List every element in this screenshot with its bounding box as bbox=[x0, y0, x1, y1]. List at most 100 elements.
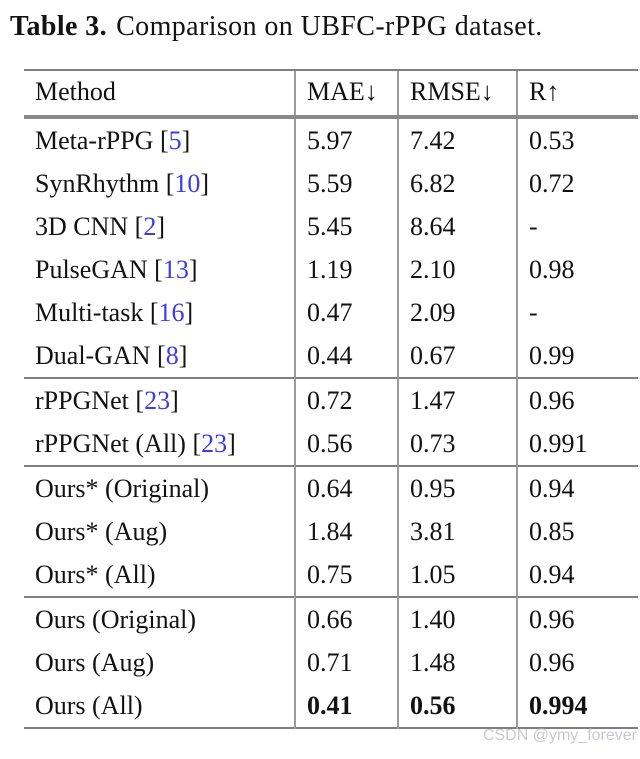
method-name: Ours (All) bbox=[35, 690, 143, 720]
table-row: Ours* (Aug) 1.84 3.81 0.85 bbox=[24, 510, 638, 553]
method-name: PulseGAN bbox=[35, 254, 148, 284]
method-cell: Ours (All) bbox=[24, 684, 295, 728]
mae-cell: 5.45 bbox=[294, 205, 398, 248]
table-row: Ours (Original) 0.66 1.40 0.96 bbox=[24, 596, 638, 641]
caption-text: Comparison on UBFC-rPPG dataset. bbox=[116, 11, 543, 42]
r-cell: - bbox=[516, 291, 638, 334]
column-header-r: R↑ bbox=[516, 69, 638, 119]
page: Table 3. Comparison on UBFC-rPPG dataset.… bbox=[0, 11, 640, 759]
table-row: PulseGAN [13] 1.19 2.10 0.98 bbox=[24, 248, 638, 291]
table-row: Meta-rPPG [5] 5.97 7.42 0.53 bbox=[24, 117, 638, 162]
mae-cell: 5.97 bbox=[294, 117, 398, 162]
rmse-cell: 0.73 bbox=[397, 422, 517, 466]
table-row: Dual-GAN [8] 0.44 0.67 0.99 bbox=[24, 334, 638, 378]
r-cell: 0.98 bbox=[516, 248, 638, 291]
citation-link[interactable]: 5 bbox=[168, 125, 182, 155]
method-cell: Dual-GAN [8] bbox=[35, 340, 188, 370]
citation-link[interactable]: 8 bbox=[165, 340, 179, 370]
column-header-mae: MAE↓ bbox=[294, 69, 398, 119]
table-caption: Table 3. Comparison on UBFC-rPPG dataset. bbox=[10, 11, 640, 43]
method-cell: Ours (Aug) bbox=[24, 641, 295, 684]
table-body: Meta-rPPG [5] 5.97 7.42 0.53 SynRhythm [10] 5… bbox=[24, 117, 638, 728]
rmse-cell: 1.48 bbox=[397, 641, 517, 684]
mae-cell: 5.59 bbox=[294, 162, 398, 205]
method-cell: Ours* (Aug) bbox=[24, 510, 295, 553]
method-cell: PulseGAN [13] bbox=[35, 254, 198, 284]
method-cell: SynRhythm [10] bbox=[35, 168, 210, 198]
citation-link[interactable]: 13 bbox=[162, 254, 189, 284]
rmse-cell: 0.56 bbox=[397, 684, 517, 728]
method-name: Ours* (Aug) bbox=[35, 516, 168, 546]
mae-cell: 1.19 bbox=[294, 248, 398, 291]
mae-cell: 0.72 bbox=[294, 377, 398, 422]
method-name: Ours* (Original) bbox=[35, 473, 210, 503]
method-name: Multi-task bbox=[35, 297, 144, 327]
mae-cell: 0.64 bbox=[294, 465, 398, 510]
mae-cell: 0.75 bbox=[294, 553, 398, 597]
method-cell: 3D CNN [2] bbox=[35, 211, 166, 241]
caption-label: Table 3. bbox=[10, 11, 108, 42]
rmse-cell: 0.67 bbox=[397, 334, 517, 378]
r-cell: 0.991 bbox=[516, 422, 638, 466]
method-cell: Ours* (Original) bbox=[24, 465, 295, 510]
rmse-cell: 2.10 bbox=[397, 248, 517, 291]
citation-link[interactable]: 23 bbox=[144, 385, 171, 415]
rmse-cell: 6.82 bbox=[397, 162, 517, 205]
rmse-cell: 1.40 bbox=[397, 596, 517, 641]
table-row: Ours (All) 0.41 0.56 0.994 bbox=[24, 684, 638, 728]
mae-cell: 0.44 bbox=[294, 334, 398, 378]
rmse-cell: 8.64 bbox=[397, 205, 517, 248]
method-name: Ours (Original) bbox=[35, 604, 197, 634]
column-header-rmse: RMSE↓ bbox=[397, 69, 517, 119]
citation-link[interactable]: 10 bbox=[174, 168, 201, 198]
table-row: SynRhythm [10] 5.59 6.82 0.72 bbox=[24, 162, 638, 205]
method-cell: rPPGNet (All) [23] bbox=[35, 428, 236, 458]
table-row: 3D CNN [2] 5.45 8.64- bbox=[24, 205, 638, 248]
r-cell: 0.96 bbox=[516, 596, 638, 641]
watermark: CSDN @ymy_forever bbox=[482, 727, 637, 744]
mae-cell: 0.66 bbox=[294, 596, 398, 641]
r-cell: 0.85 bbox=[516, 510, 638, 553]
mae-cell: 0.71 bbox=[294, 641, 398, 684]
citation-link[interactable]: 16 bbox=[158, 297, 185, 327]
rmse-cell: 0.95 bbox=[397, 465, 517, 510]
rmse-cell: 7.42 bbox=[397, 117, 517, 162]
method-name: Ours* (All) bbox=[35, 559, 156, 589]
rmse-cell: 1.47 bbox=[397, 377, 517, 422]
method-name: Dual-GAN bbox=[35, 340, 151, 370]
method-name: Ours (Aug) bbox=[35, 647, 155, 677]
method-cell: Multi-task [16] bbox=[35, 297, 194, 327]
method-name: 3D CNN bbox=[35, 211, 129, 241]
rmse-cell: 3.81 bbox=[397, 510, 517, 553]
table-row: rPPGNet [23] 0.72 1.47 0.96 bbox=[24, 377, 638, 422]
r-cell: 0.96 bbox=[516, 641, 638, 684]
method-cell: Meta-rPPG [5] bbox=[35, 125, 191, 155]
r-cell: 0.96 bbox=[516, 377, 638, 422]
method-cell: Ours (Original) bbox=[24, 596, 295, 641]
r-cell: 0.94 bbox=[516, 553, 638, 597]
table-header-row: Method MAE↓ RMSE↓ R↑ bbox=[24, 69, 638, 119]
table-row: Ours (Aug) 0.71 1.48 0.96 bbox=[24, 641, 638, 684]
table-row: rPPGNet (All) [23] 0.56 0.73 0.991 bbox=[24, 422, 638, 466]
method-cell: rPPGNet [23] bbox=[24, 377, 295, 422]
mae-cell: 0.41 bbox=[294, 684, 398, 728]
results-table: Method MAE↓ RMSE↓ R↑ Meta-rPPG [5] 5.97 7.42 0… bbox=[24, 69, 638, 729]
table-row: Multi-task [16] 0.47 2.09- bbox=[24, 291, 638, 334]
citation-link[interactable]: 2 bbox=[143, 211, 157, 241]
method-name: SynRhythm bbox=[35, 168, 160, 198]
r-cell: 0.94 bbox=[516, 465, 638, 510]
mae-cell: 0.47 bbox=[294, 291, 398, 334]
mae-cell: 0.56 bbox=[294, 422, 398, 466]
method-name: rPPGNet bbox=[35, 385, 129, 415]
citation-link[interactable]: 23 bbox=[201, 428, 228, 458]
r-cell: 0.53 bbox=[516, 117, 638, 162]
r-cell: 0.99 bbox=[516, 334, 638, 378]
r-cell: - bbox=[516, 205, 638, 248]
table-row: Ours* (All) 0.75 1.05 0.94 bbox=[24, 553, 638, 597]
table-row: Ours* (Original) 0.64 0.95 0.94 bbox=[24, 465, 638, 510]
method-cell: Ours* (All) bbox=[24, 553, 295, 597]
rmse-cell: 2.09 bbox=[397, 291, 517, 334]
column-header-method: Method bbox=[24, 69, 295, 119]
rmse-cell: 1.05 bbox=[397, 553, 517, 597]
method-name: Meta-rPPG bbox=[35, 125, 154, 155]
